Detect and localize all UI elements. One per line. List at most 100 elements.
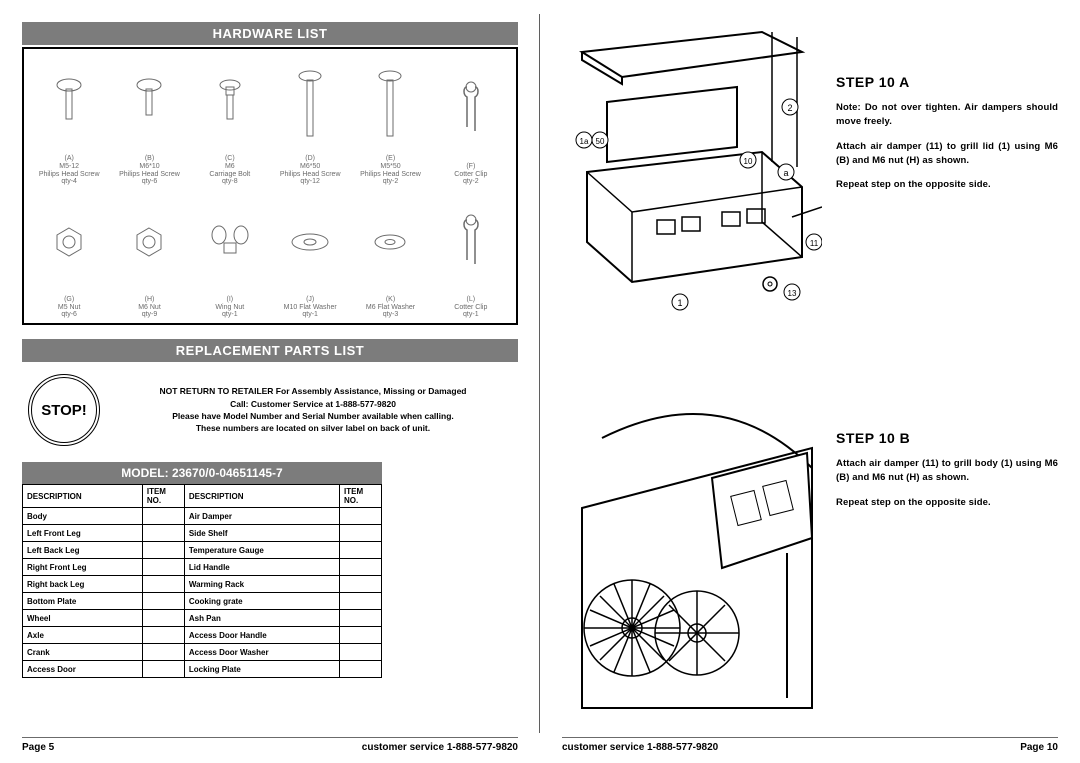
col-desc-2: DESCRIPTION: [184, 485, 339, 508]
footer-page-num: Page 5: [22, 742, 54, 753]
screw-long-icon: [351, 57, 429, 153]
hw-i: (I)Wing Nutqty-1: [191, 190, 269, 319]
table-cell: [340, 627, 382, 644]
stop-badge: STOP!: [28, 374, 100, 446]
footer-page-num: Page 10: [1020, 742, 1058, 753]
table-cell: Axle: [23, 627, 143, 644]
table-cell: [142, 559, 184, 576]
table-cell: Body: [23, 508, 143, 525]
hw-g: (G)M5 Nutqty-6: [30, 190, 108, 319]
table-cell: [340, 525, 382, 542]
svg-text:2: 2: [787, 103, 792, 113]
table-cell: Left Front Leg: [23, 525, 143, 542]
hardware-box: (A)M5-12Philips Head Screwqty-4 (B)M6*10…: [22, 47, 518, 325]
step-10a-diagram: 2 50 1a 10 a 1 11 13: [562, 22, 822, 366]
model-header: MODEL: 23670/0-04651145-7: [22, 462, 382, 484]
table-cell: Wheel: [23, 610, 143, 627]
washer-icon: [271, 190, 349, 294]
step-10b-diagram: [562, 378, 822, 722]
table-cell: [340, 559, 382, 576]
svg-text:a: a: [783, 168, 788, 178]
nut-icon: [30, 190, 108, 294]
bolt-icon: [191, 57, 269, 153]
table-row: Wheel Ash Pan: [23, 610, 382, 627]
step-10a-body2: Repeat step on the opposite side.: [836, 178, 1058, 192]
col-item-2: ITEM NO.: [340, 485, 382, 508]
step-10a-body1: Attach air damper (11) to grill lid (1) …: [836, 140, 1058, 169]
hw-j: (J)M10 Flat Washerqty-1: [271, 190, 349, 319]
step-10b: STEP 10 B Attach air damper (11) to gril…: [562, 378, 1058, 722]
table-row: Crank Access Door Washer: [23, 644, 382, 661]
washer-icon: [351, 190, 429, 294]
table-cell: Side Shelf: [184, 525, 339, 542]
table-cell: [340, 610, 382, 627]
step-10a-note: Note: Do not over tighten. Air dampers s…: [836, 101, 1058, 130]
table-header-row: DESCRIPTION ITEM NO. DESCRIPTION ITEM NO…: [23, 485, 382, 508]
svg-text:1a: 1a: [580, 137, 589, 146]
footer-customer-service: customer service 1-888-577-9820: [362, 742, 518, 753]
table-cell: Locking Plate: [184, 661, 339, 678]
step-10a-text: STEP 10 A Note: Do not over tighten. Air…: [836, 22, 1058, 366]
svg-text:13: 13: [788, 289, 797, 298]
table-cell: Lid Handle: [184, 559, 339, 576]
hw-h: (H)M6 Nutqty-9: [110, 190, 188, 319]
right-content: 2 50 1a 10 a 1 11 13 STEP: [562, 22, 1058, 722]
step-10a-title: STEP 10 A: [836, 72, 1058, 93]
table-cell: Access Door Washer: [184, 644, 339, 661]
table-cell: Access Door: [23, 661, 143, 678]
table-row: Access Door Locking Plate: [23, 661, 382, 678]
table-cell: Air Damper: [184, 508, 339, 525]
nut-icon: [110, 190, 188, 294]
wing-nut-icon: [191, 190, 269, 294]
table-cell: Ash Pan: [184, 610, 339, 627]
hw-k: (K)M6 Flat Washerqty-3: [351, 190, 429, 319]
stop-text: NOT RETURN TO RETAILER For Assembly Assi…: [114, 385, 512, 434]
table-row: Right Front LegLid Handle: [23, 559, 382, 576]
footer-left: Page 5 customer service 1-888-577-9820: [22, 737, 518, 753]
hw-e: (E)M5*50Philips Head Screwqty-2: [351, 57, 429, 186]
table-cell: Crank: [23, 644, 143, 661]
svg-text:10: 10: [744, 157, 753, 166]
page-left: HARDWARE LIST (A)M5-12Philips Head Screw…: [0, 0, 540, 763]
table-cell: [142, 644, 184, 661]
hw-f: (F)Cotter Clipqty-2: [432, 57, 510, 186]
page-right: 2 50 1a 10 a 1 11 13 STEP: [540, 0, 1080, 763]
replacement-parts-header: REPLACEMENT PARTS LIST: [22, 339, 518, 362]
hardware-grid: (A)M5-12Philips Head Screwqty-4 (B)M6*10…: [30, 57, 510, 319]
table-cell: Cooking grate: [184, 593, 339, 610]
table-cell: [340, 593, 382, 610]
table-cell: [142, 525, 184, 542]
table-row: Left Back LegTemperature Gauge: [23, 542, 382, 559]
table-cell: [340, 542, 382, 559]
table-cell: [142, 627, 184, 644]
hw-l: (L)Cotter Clipqty-1: [432, 190, 510, 319]
footer-customer-service: customer service 1-888-577-9820: [562, 742, 718, 753]
table-row: Body Air Damper: [23, 508, 382, 525]
table-cell: [340, 644, 382, 661]
footer-right: customer service 1-888-577-9820 Page 10: [562, 737, 1058, 753]
table-row: Right back Leg Warming Rack: [23, 576, 382, 593]
table-cell: Bottom Plate: [23, 593, 143, 610]
table-cell: [142, 542, 184, 559]
step-10b-body1: Attach air damper (11) to grill body (1)…: [836, 457, 1058, 486]
screw-icon: [110, 57, 188, 153]
table-cell: [340, 661, 382, 678]
table-cell: Warming Rack: [184, 576, 339, 593]
table-cell: Right back Leg: [23, 576, 143, 593]
table-row: Bottom Plate Cooking grate: [23, 593, 382, 610]
screw-long-icon: [271, 57, 349, 153]
step-10a: 2 50 1a 10 a 1 11 13 STEP: [562, 22, 1058, 366]
col-desc-1: DESCRIPTION: [23, 485, 143, 508]
svg-text:50: 50: [596, 137, 605, 146]
hw-d: (D)M6*50Philips Head Screwqty-12: [271, 57, 349, 186]
hw-b: (B)M6*10Philips Head Screwqty-6: [110, 57, 188, 186]
svg-text:1: 1: [677, 298, 682, 308]
cotter-clip-icon: [432, 190, 510, 294]
table-cell: [142, 610, 184, 627]
table-cell: [142, 576, 184, 593]
table-cell: Temperature Gauge: [184, 542, 339, 559]
col-item-1: ITEM NO.: [142, 485, 184, 508]
cotter-clip-icon: [432, 57, 510, 161]
hw-c: (C)M6Carriage Boltqty-8: [191, 57, 269, 186]
table-cell: [340, 508, 382, 525]
